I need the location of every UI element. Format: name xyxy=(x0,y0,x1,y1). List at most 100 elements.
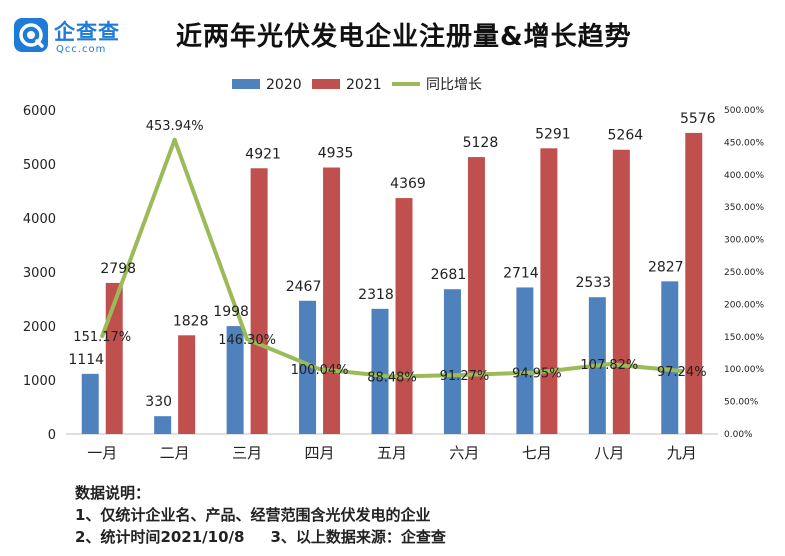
bar-label: 1828 xyxy=(173,313,209,329)
legend-label: 同比增长 xyxy=(426,77,482,93)
bar-2021-七月 xyxy=(540,148,558,434)
bar-2021-九月 xyxy=(685,132,703,434)
bar-label: 2681 xyxy=(431,267,467,283)
data-notes: 数据说明： 1、仅统计企业名、产品、经营范围含光伏发电的企业 2、统计时间202… xyxy=(75,482,446,548)
y-tick-label: 0 xyxy=(48,428,56,443)
growth-label: 91.27% xyxy=(440,369,490,384)
notes-line-2a: 2、统计时间2021/10/8 xyxy=(75,528,245,546)
legend-label: 2021 xyxy=(346,77,382,93)
y2-tick-label: 200.00% xyxy=(724,300,764,310)
bar-label: 2798 xyxy=(100,261,136,277)
bar-label: 1998 xyxy=(213,304,249,320)
x-tick-label: 四月 xyxy=(305,444,335,462)
bar-label: 1114 xyxy=(68,352,104,368)
bar-2020-一月 xyxy=(81,373,99,434)
y2-tick-label: 300.00% xyxy=(724,236,764,246)
bars xyxy=(81,132,703,435)
notes-line-2b: 3、以上数据来源：企查查 xyxy=(270,528,446,546)
growth-label: 94.95% xyxy=(512,366,562,381)
bar-2021-二月 xyxy=(178,335,196,434)
y2-tick-label: 450.00% xyxy=(724,138,764,148)
legend-label: 2020 xyxy=(266,77,302,93)
y2-tick-label: 250.00% xyxy=(724,268,764,278)
bar-2020-二月 xyxy=(154,416,172,434)
y-tick-label: 2000 xyxy=(23,320,56,335)
y-tick-label: 6000 xyxy=(23,104,56,119)
growth-label: 88.48% xyxy=(367,371,417,386)
bar-label: 330 xyxy=(145,394,172,410)
brand-logo: 企查查 Qcc.com xyxy=(14,14,144,66)
notes-line-1: 1、仅统计企业名、产品、经营范围含光伏发电的企业 xyxy=(75,506,431,524)
y2-tick-label: 150.00% xyxy=(724,333,764,343)
bar-2020-三月 xyxy=(226,326,244,434)
y2-tick-label: 500.00% xyxy=(724,106,764,116)
bar-2020-九月 xyxy=(661,281,679,434)
y2-axis: 0.00% 50.00% 100.00% 150.00% 200.00% 250.00% 3… xyxy=(724,106,764,440)
bar-label: 2533 xyxy=(576,275,612,291)
y-tick-label: 1000 xyxy=(23,374,56,389)
data-labels: 1114 330 1998 2467 2318 2681 2714 2533 2827 2798 1… xyxy=(68,111,715,410)
y-tick-label: 4000 xyxy=(23,212,56,227)
growth-label: 151.17% xyxy=(73,330,131,345)
growth-point xyxy=(679,368,684,373)
bar-label: 5128 xyxy=(463,135,499,151)
growth-label: 107.82% xyxy=(580,358,638,373)
legend: 2020 2021 同比增长 xyxy=(232,77,482,93)
bar-2021-四月 xyxy=(323,167,341,434)
growth-label: 97.24% xyxy=(657,365,707,380)
y-tick-label: 3000 xyxy=(23,266,56,281)
growth-point xyxy=(172,137,177,142)
y2-tick-label: 50.00% xyxy=(724,398,759,408)
y2-tick-label: 400.00% xyxy=(724,171,764,181)
y2-tick-label: 350.00% xyxy=(724,203,764,213)
bar-label: 5576 xyxy=(680,111,716,127)
qcc-logo-icon xyxy=(14,18,48,52)
x-tick-label: 二月 xyxy=(160,444,190,462)
bar-label: 2318 xyxy=(358,287,394,303)
notes-line-2: 2、统计时间2021/10/8 3、以上数据来源：企查查 xyxy=(75,526,446,548)
x-tick-label: 三月 xyxy=(232,444,262,462)
chart-title: 近两年光伏发电企业注册量&增长趋势 xyxy=(176,22,632,52)
bar-2020-四月 xyxy=(299,300,317,434)
growth-label: 453.94% xyxy=(146,119,204,134)
bar-2021-八月 xyxy=(612,149,630,434)
growth-point xyxy=(245,337,250,342)
growth-label: 100.04% xyxy=(291,363,349,378)
growth-point xyxy=(100,334,105,339)
bar-2020-七月 xyxy=(516,287,534,434)
bar-label: 2714 xyxy=(503,265,539,281)
bar-2020-五月 xyxy=(371,308,389,434)
brand-name: 企查查 xyxy=(54,20,120,44)
legend-swatch-2021 xyxy=(312,79,340,89)
x-axis: 一月 二月 三月 四月 五月 六月 七月 八月 九月 xyxy=(66,433,718,462)
legend-swatch-2020 xyxy=(232,79,260,89)
bar-label: 5291 xyxy=(535,126,571,142)
x-tick-label: 七月 xyxy=(522,444,552,462)
growth-label: 146.30% xyxy=(218,333,276,348)
growth-line xyxy=(100,137,684,379)
bar-2021-六月 xyxy=(467,157,485,434)
y-axis: 0 1000 2000 3000 4000 5000 6000 xyxy=(23,104,56,443)
bar-label: 4369 xyxy=(390,176,426,192)
chart: 2020 2021 同比增长 0 1000 2000 3000 4000 5000 6000 0… xyxy=(23,77,765,462)
growth-point xyxy=(317,367,322,372)
x-tick-label: 五月 xyxy=(377,444,407,462)
x-tick-label: 六月 xyxy=(449,444,479,462)
growth-point xyxy=(390,374,394,379)
bar-label: 5264 xyxy=(608,128,644,144)
bar-2020-六月 xyxy=(443,289,461,434)
growth-point xyxy=(534,370,539,375)
bar-2021-五月 xyxy=(395,198,413,434)
y2-tick-label: 0.00% xyxy=(724,430,753,440)
x-tick-label: 八月 xyxy=(594,444,624,462)
bar-label: 2827 xyxy=(648,259,684,275)
x-tick-label: 九月 xyxy=(667,444,697,462)
y-tick-label: 5000 xyxy=(23,158,56,173)
bar-2021-三月 xyxy=(250,168,268,435)
growth-point xyxy=(607,362,612,367)
bar-label: 4935 xyxy=(318,146,354,162)
x-tick-label: 一月 xyxy=(87,444,117,462)
brand-domain: Qcc.com xyxy=(56,44,107,55)
notes-heading: 数据说明： xyxy=(75,484,151,502)
bar-label: 2467 xyxy=(286,279,322,295)
